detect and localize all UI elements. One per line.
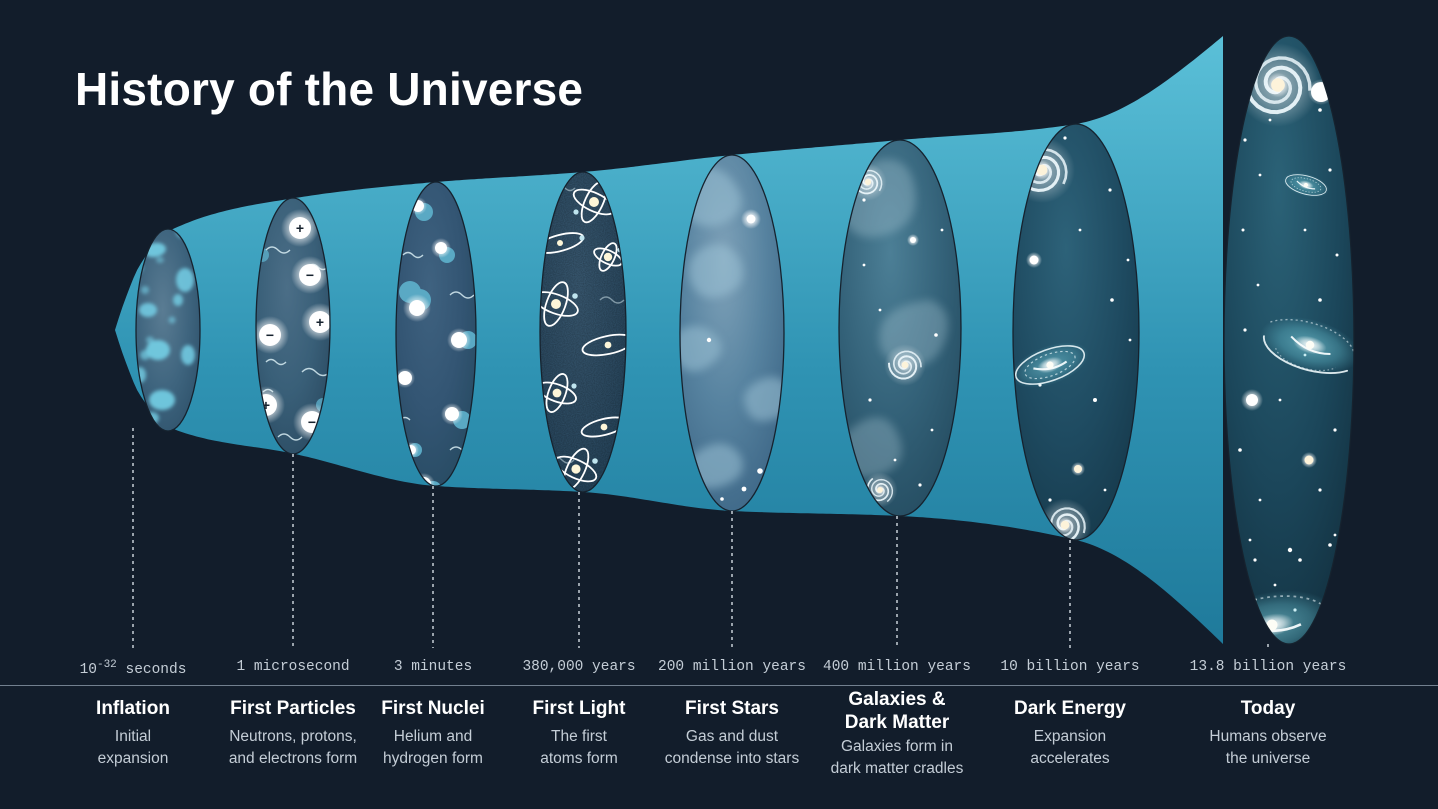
svg-text:−: −: [266, 327, 274, 343]
svg-text:+: +: [296, 220, 304, 236]
svg-text:−: −: [267, 460, 275, 476]
svg-text:−: −: [306, 267, 314, 283]
svg-text:+: +: [316, 314, 324, 330]
